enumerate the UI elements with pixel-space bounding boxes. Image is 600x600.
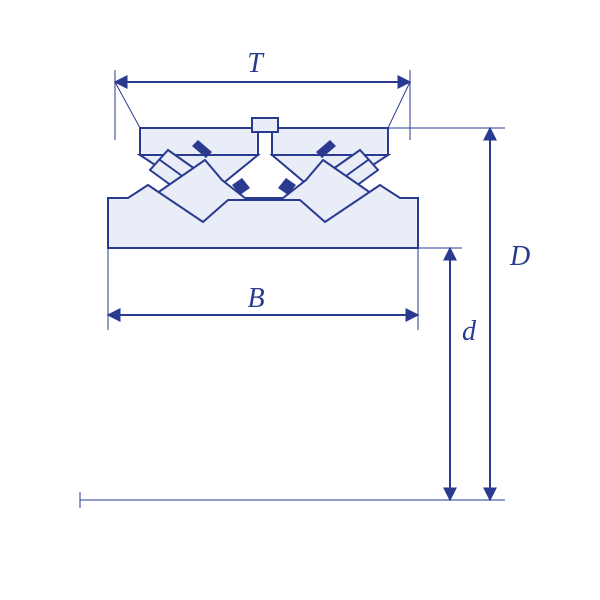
label-d: d — [462, 316, 477, 347]
label-D: D — [509, 241, 530, 272]
bearing-diagram: T B D d — [0, 0, 600, 600]
label-T: T — [247, 48, 265, 79]
label-B: B — [247, 283, 264, 314]
